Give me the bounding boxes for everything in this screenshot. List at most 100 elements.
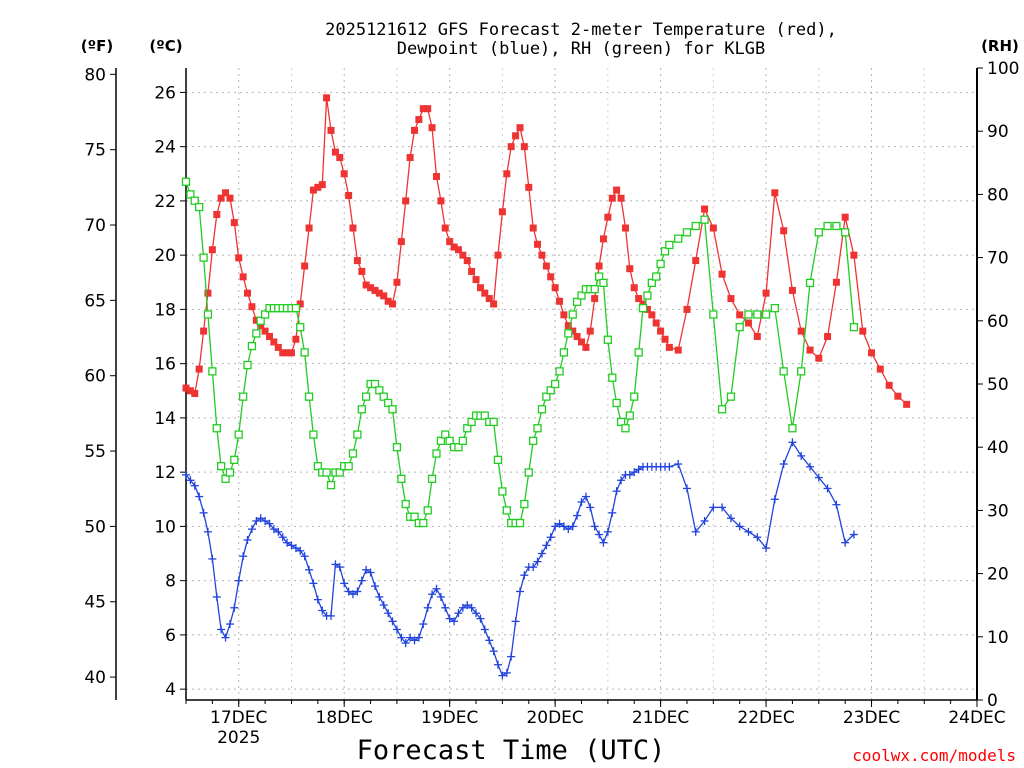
temperature-point — [243, 289, 251, 297]
temperature-point — [226, 194, 234, 202]
dewpoint-point — [296, 546, 305, 555]
rh-point — [256, 316, 265, 325]
dewpoint-point — [414, 633, 423, 642]
rh-point — [480, 411, 489, 420]
rh-point — [348, 449, 358, 458]
axes: 4 6 8 10 12 14 16 18 20 22 24 26 40 45 50 55 60 65 70 75 80 0… — [84, 59, 1019, 748]
temperature-point — [208, 246, 216, 254]
dewpoint-point — [335, 563, 344, 572]
temperature-point — [204, 289, 212, 297]
temperature-point — [903, 400, 911, 408]
temperature-point — [736, 311, 744, 319]
temperature-point — [797, 327, 805, 335]
rh-point — [594, 272, 604, 281]
rh-tick-label: 100 — [987, 59, 1019, 79]
temperature-point — [287, 349, 295, 357]
rh-point — [190, 196, 199, 205]
temperature-point — [353, 257, 361, 265]
temperature-point — [692, 257, 700, 265]
temperature-point — [472, 276, 480, 284]
temperature-point — [283, 349, 291, 357]
x-tick-label: 22DEC — [737, 708, 794, 728]
dewpoint-point — [573, 511, 582, 520]
temperature-point — [718, 270, 726, 278]
dewpoint-point — [234, 576, 243, 585]
x-tick-label: 17DEC — [210, 708, 267, 728]
rh-point — [309, 430, 318, 439]
rh-point — [533, 424, 542, 433]
temperature-point — [525, 183, 533, 191]
temperature-point — [894, 392, 902, 400]
temperature-point — [639, 300, 647, 308]
dewpoint-point — [476, 614, 485, 623]
temperature-point — [345, 191, 353, 199]
rh-point — [805, 278, 815, 288]
dewpoint-point — [419, 620, 428, 629]
rh-point — [221, 474, 230, 483]
temperature-point — [380, 292, 388, 300]
dewpoint-point — [265, 519, 274, 528]
dewpoint-point — [397, 633, 406, 642]
rh-point — [502, 506, 511, 515]
temperature-point — [235, 254, 243, 262]
dewpoint-point — [458, 603, 467, 612]
temperature-point — [661, 335, 669, 343]
rh-point — [300, 348, 309, 357]
celsius-tick-label: 16 — [154, 355, 176, 375]
temperature-point — [538, 251, 546, 259]
temperature-point — [476, 284, 484, 292]
dewpoint-point — [225, 620, 234, 629]
temperature-point — [389, 300, 397, 308]
temperature-point — [340, 170, 348, 178]
fahrenheit-unit-label: (ºF) — [81, 37, 113, 55]
rh-tick-label: 10 — [987, 628, 1009, 648]
dewpoint-point — [269, 525, 278, 534]
temperature-point — [744, 319, 752, 327]
series-rh — [181, 177, 859, 528]
temperature-point — [613, 186, 621, 194]
temperature-point — [648, 311, 656, 319]
rh-point — [797, 367, 806, 376]
temperature-point — [362, 281, 370, 289]
rh-point — [419, 518, 428, 528]
dewpoint-point — [309, 579, 318, 588]
dewpoint-point — [392, 625, 401, 634]
temperature-point — [498, 208, 506, 216]
dewpoint-point — [498, 671, 507, 680]
dewpoint-point — [555, 519, 564, 528]
dewpoint-point — [450, 617, 459, 626]
temperature-point — [876, 365, 884, 373]
temperature-point — [520, 143, 528, 151]
dewpoint-point — [753, 533, 762, 542]
dewpoint-point — [436, 592, 445, 601]
rh-point — [753, 310, 762, 319]
celsius-tick-label: 10 — [154, 517, 176, 537]
temperature-point — [266, 333, 274, 341]
rh-point — [195, 202, 204, 212]
dewpoint-point — [261, 516, 270, 525]
dewpoint-point — [379, 601, 388, 610]
temperature-point — [507, 143, 515, 151]
rh-point — [590, 285, 599, 294]
celsius-tick-label: 20 — [154, 246, 176, 266]
dewpoint-point — [770, 495, 779, 504]
dewpoint-point — [182, 470, 190, 479]
temperature-point — [309, 186, 317, 194]
rh-point — [432, 449, 441, 458]
dewpoint-point — [849, 530, 858, 539]
temperature-point — [806, 346, 814, 354]
dewpoint-point — [625, 470, 634, 479]
temperature-point — [481, 289, 489, 297]
dewpoint-point — [375, 592, 384, 601]
temperature-point — [542, 262, 550, 270]
temperature-point — [393, 278, 401, 286]
rh-tick-label: 20 — [987, 565, 1009, 585]
temperature-point — [252, 316, 260, 324]
rh-point — [436, 436, 446, 446]
dewpoint-point — [406, 633, 415, 642]
dewpoint-point — [401, 639, 410, 648]
rh-tick-label: 80 — [987, 185, 1009, 205]
x-tick-label: 24DEC — [948, 708, 1005, 728]
fahrenheit-tick-label: 65 — [84, 291, 106, 311]
